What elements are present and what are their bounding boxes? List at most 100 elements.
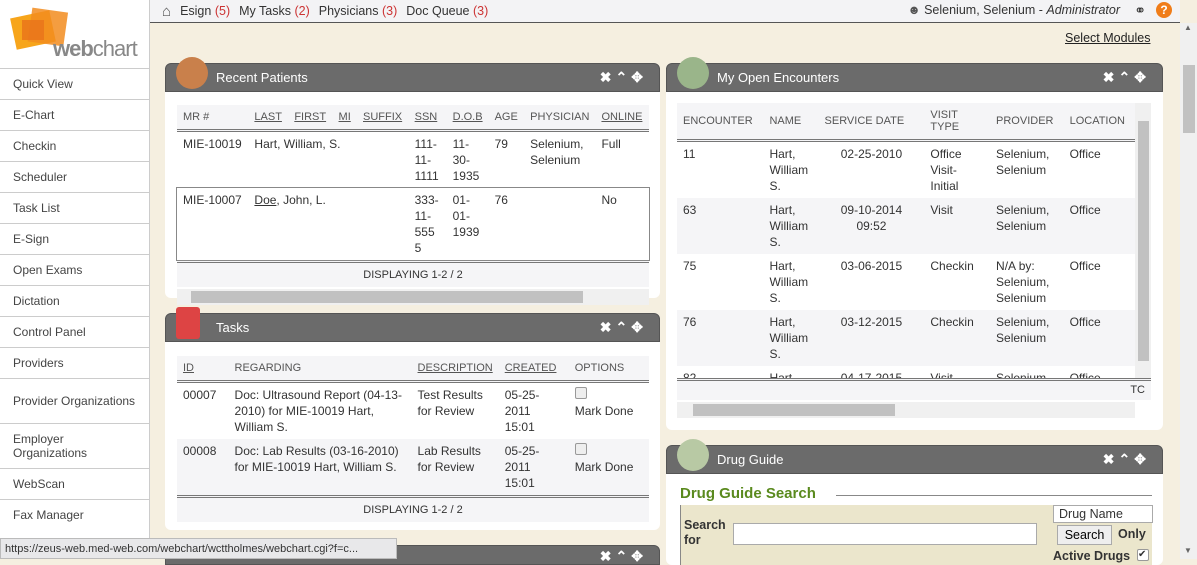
mark-done-label: Mark Done: [574, 460, 634, 474]
table-row[interactable]: 63 Hart, William S. 09-10-2014 09:52 Visit S…: [677, 198, 1135, 254]
column-header[interactable]: LOCATION: [1063, 103, 1135, 142]
panel-controls[interactable]: ✖⌃✥: [1102, 451, 1150, 467]
column-header[interactable]: ENCOUNTER: [677, 103, 764, 142]
search-button[interactable]: Search: [1057, 525, 1112, 545]
drug-search-input[interactable]: [733, 523, 1037, 545]
column-header[interactable]: MR #: [177, 105, 249, 132]
open-encounters-panel: My Open Encounters ✖⌃✥ ENCOUNTER NAME SERVI…: [666, 57, 1163, 430]
table-row[interactable]: 11 Hart, William S. 02-25-2010 Office Visit…: [677, 141, 1135, 199]
column-header[interactable]: SUFFIX: [357, 105, 409, 132]
panel-controls[interactable]: ✖⌃✥: [599, 69, 647, 85]
sidebar-item[interactable]: Task List: [0, 192, 149, 223]
sidebar-item[interactable]: E-Chart: [0, 99, 149, 130]
user-info[interactable]: ☻ Selenium, Selenium - Administrator: [907, 3, 1120, 17]
horizontal-scrollbar[interactable]: [177, 289, 649, 305]
encounter-cell: 75: [683, 259, 697, 273]
task-regarding: Doc: Ultrasound Report (04-13-2010) for …: [234, 388, 402, 434]
table-row[interactable]: MIE-10019 Hart, William, S. 111-11-1111 11-…: [177, 131, 649, 189]
select-modules-link[interactable]: Select Modules: [1065, 31, 1151, 45]
patient-last-name[interactable]: Doe: [254, 193, 277, 207]
search-for-label: Search for: [684, 518, 726, 547]
top-link[interactable]: My Tasks (2): [239, 4, 310, 18]
column-header[interactable]: SERVICE DATE: [818, 103, 925, 142]
link-icon[interactable]: ⚭: [1134, 2, 1146, 18]
task-created: 05-25-2011 15:01: [504, 388, 540, 434]
sidebar-item[interactable]: Dictation: [0, 285, 149, 316]
only-label: Only: [1118, 527, 1146, 541]
column-header[interactable]: SSN: [408, 105, 447, 132]
table-row[interactable]: MIE-10007 Doe, John, L. 333-11-5555 01-01-1…: [176, 187, 650, 261]
sidebar-item[interactable]: Employer Organizations: [0, 423, 149, 468]
column-header[interactable]: NAME: [763, 103, 819, 142]
column-header[interactable]: MI: [332, 105, 357, 132]
column-header[interactable]: D.O.B: [446, 105, 489, 132]
table-row[interactable]: 75 Hart, William S. 03-06-2015 Checkin N/A b…: [677, 254, 1135, 310]
table-header-row: ID REGARDING DESCRIPTION CREATED OPTIONS: [177, 356, 649, 383]
column-header[interactable]: CREATED: [498, 356, 569, 383]
sidebar-item[interactable]: Providers: [0, 347, 149, 378]
column-header[interactable]: ID: [177, 356, 229, 383]
encounter-cell: Visit: [930, 371, 953, 378]
search-type-select[interactable]: Drug Name: [1053, 505, 1153, 523]
table-row[interactable]: 82 Hart, William S. 04-17-2015 12:20 Visit S…: [677, 366, 1135, 378]
physician-cell: Selenium, Selenium: [530, 137, 584, 167]
table-row[interactable]: 00007 Doc: Ultrasound Report (04-13-2010)…: [177, 382, 649, 440]
page-scrollbar[interactable]: ▲ ▼: [1180, 23, 1197, 559]
sidebar-item[interactable]: Control Panel: [0, 316, 149, 347]
column-header[interactable]: PROVIDER: [990, 103, 1064, 142]
encounter-cell: Office: [1063, 310, 1135, 366]
column-header[interactable]: PHYSICIAN: [524, 105, 596, 132]
encounter-cell: 02-25-2010: [840, 147, 903, 161]
vertical-scrollbar[interactable]: [1135, 103, 1151, 378]
top-link[interactable]: Doc Queue (3): [406, 4, 488, 18]
patient-first-mi: , John, L.: [276, 193, 326, 207]
sidebar-item[interactable]: Quick View: [0, 68, 149, 99]
encounter-cell: 03-06-2015: [840, 259, 903, 273]
column-header[interactable]: ONLINE: [595, 105, 649, 132]
webchart-logo[interactable]: webchart: [8, 6, 143, 62]
column-header[interactable]: FIRST: [288, 105, 333, 132]
top-link[interactable]: Physicians (3): [319, 4, 398, 18]
sidebar-item[interactable]: Fax Manager: [0, 499, 149, 530]
mark-done-checkbox[interactable]: [574, 387, 587, 399]
panel-header[interactable]: My Open Encounters ✖⌃✥: [666, 57, 1163, 92]
help-icon[interactable]: ?: [1156, 2, 1172, 18]
panel-controls[interactable]: ✖⌃✥: [1102, 69, 1150, 85]
sidebar-item[interactable]: Checkin: [0, 130, 149, 161]
column-header[interactable]: OPTIONS: [568, 356, 649, 383]
sidebar-item[interactable]: Open Exams: [0, 254, 149, 285]
dob-cell: 11-30-1935: [452, 137, 480, 183]
drug-guide-panel: Drug Guide ✖⌃✥ Drug Guide Search Search f…: [666, 439, 1163, 565]
column-header[interactable]: VISIT TYPE: [924, 103, 991, 142]
horizontal-scrollbar[interactable]: [677, 402, 1135, 418]
column-header[interactable]: REGARDING: [228, 356, 412, 383]
encounter-cell: Checkin: [924, 310, 991, 366]
panel-header[interactable]: Recent Patients ✖⌃✥: [165, 57, 660, 92]
panel-header[interactable]: Drug Guide ✖⌃✥: [666, 439, 1163, 474]
patient-first-mi: , William, S.: [277, 137, 341, 151]
panel-controls[interactable]: ✖⌃✥: [599, 548, 647, 564]
sidebar-item[interactable]: Provider Organizations: [0, 378, 149, 423]
sidebar-item[interactable]: WebScan: [0, 468, 149, 499]
encounter-cell: Selenium, Selenium: [996, 371, 1050, 378]
column-header[interactable]: AGE: [488, 105, 525, 132]
sidebar-item[interactable]: Scheduler: [0, 161, 149, 192]
column-header[interactable]: DESCRIPTION: [411, 356, 499, 383]
panel-controls[interactable]: ✖⌃✥: [599, 319, 647, 335]
table-row[interactable]: 76 Hart, William S. 03-12-2015 Checkin Selen…: [677, 310, 1135, 366]
patient-last-name[interactable]: Hart: [254, 137, 278, 151]
top-link-count: (5): [214, 4, 231, 18]
table-row[interactable]: 00008 Doc: Lab Results (03-16-2010) for M…: [177, 439, 649, 495]
tasks-panel: Tasks ✖⌃✥ ID REGARDING DESCRIPTION CREATED OP…: [165, 307, 660, 530]
panel-header[interactable]: Tasks ✖⌃✥: [165, 307, 660, 342]
active-drugs-checkbox[interactable]: ✔: [1137, 549, 1149, 561]
drug-search-legend: Drug Guide Search: [680, 485, 816, 502]
column-header[interactable]: LAST: [248, 105, 289, 132]
sidebar-item[interactable]: E-Sign: [0, 223, 149, 254]
top-link-count: (3): [472, 4, 489, 18]
displaying-count: DISPLAYING 1-2 / 2: [177, 495, 649, 522]
top-link[interactable]: Esign (5): [180, 4, 230, 18]
mark-done-checkbox[interactable]: [574, 443, 587, 455]
physician-cell: [524, 188, 595, 260]
home-icon[interactable]: ⌂: [162, 2, 172, 20]
